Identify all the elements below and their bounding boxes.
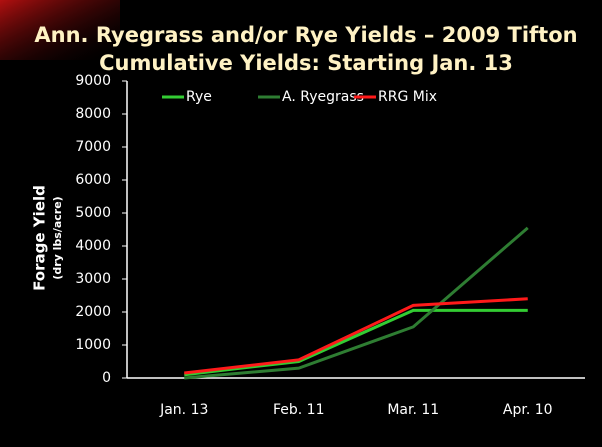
y-tick-label: 6000	[75, 172, 111, 188]
y-tick-label: 0	[102, 370, 111, 386]
y-tick-label: 1000	[75, 337, 111, 353]
chart-subtitle: Cumulative Yields: Starting Jan. 13	[99, 51, 513, 75]
y-tick-label: 5000	[75, 205, 111, 221]
legend-label: A. Ryegrass	[282, 89, 364, 105]
decoration	[0, 0, 120, 60]
y-axis-label: Forage Yield	[31, 185, 49, 291]
series-line	[184, 226, 529, 380]
x-tick-label: Apr. 10	[503, 402, 553, 418]
legend-label: Rye	[186, 89, 212, 105]
y-tick-label: 9000	[75, 73, 111, 89]
y-axis-sublabel: (dry lbs/acre)	[51, 196, 64, 279]
y-tick-label: 4000	[75, 238, 111, 254]
series-line	[184, 308, 528, 377]
y-tick-label: 2000	[75, 304, 111, 320]
chart-title: Ann. Ryegrass and/or Rye Yields – 2009 T…	[34, 23, 577, 47]
y-tick-label: 3000	[75, 271, 111, 287]
y-tick-label: 7000	[75, 139, 111, 155]
legend-label: RRG Mix	[378, 89, 437, 105]
x-tick-label: Feb. 11	[273, 402, 325, 418]
x-tick-label: Jan. 13	[159, 402, 208, 418]
series-line	[184, 297, 528, 375]
x-tick-label: Mar. 11	[387, 402, 439, 418]
y-tick-label: 8000	[75, 106, 111, 122]
